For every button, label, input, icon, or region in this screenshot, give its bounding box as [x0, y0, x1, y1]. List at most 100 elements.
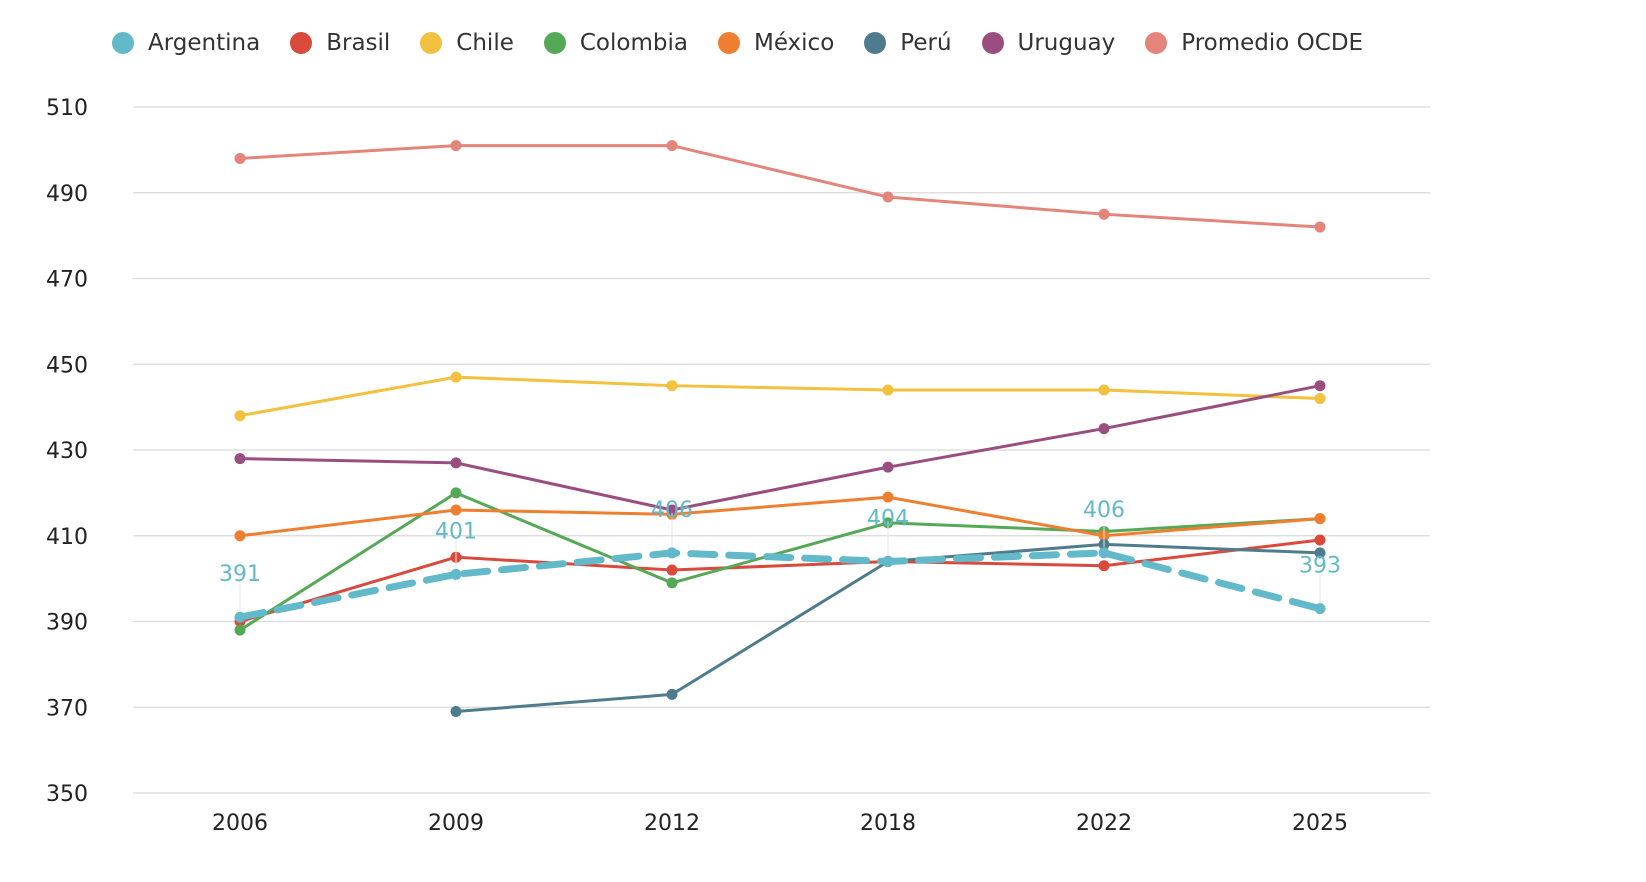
series-line — [238, 375, 1322, 418]
data-point[interactable] — [666, 504, 678, 516]
legend-label: México — [753, 30, 835, 56]
legend-item-per[interactable]: Perú — [864, 30, 952, 56]
y-tick-label: 450 — [46, 353, 88, 378]
data-point[interactable] — [450, 706, 462, 718]
data-point[interactable] — [1314, 393, 1326, 405]
data-point[interactable] — [450, 504, 462, 516]
legend-item-chile[interactable]: Chile — [420, 30, 514, 56]
x-axis-ticks: 2006 2009 2012 2018 2022 2025 — [212, 811, 1348, 836]
y-axis-ticks: 350 370 390 410 430 450 470 490 510 — [46, 96, 88, 807]
data-point[interactable] — [1314, 513, 1326, 525]
data-point[interactable] — [666, 688, 678, 700]
legend-item-uruguay[interactable]: Uruguay — [981, 30, 1116, 56]
data-point[interactable] — [450, 568, 462, 580]
x-tick-label: 2018 — [860, 811, 916, 836]
data-label: 391 — [219, 562, 261, 587]
data-label: 393 — [1299, 554, 1341, 579]
legend-label: Brasil — [326, 30, 391, 56]
gridlines — [133, 106, 1430, 794]
data-label: 406 — [1083, 498, 1125, 523]
data-point[interactable] — [450, 457, 462, 469]
legend-marker — [864, 32, 887, 54]
data-point[interactable] — [882, 191, 894, 203]
data-point[interactable] — [450, 371, 462, 383]
series-chile — [234, 371, 1326, 422]
legend-item-argentina[interactable]: Argentina — [112, 30, 260, 56]
series-brasil — [234, 534, 1326, 627]
data-label: 404 — [867, 506, 909, 531]
legend-item-brasil[interactable]: Brasil — [290, 30, 390, 56]
data-point[interactable] — [1314, 380, 1326, 392]
legend-label: Argentina — [148, 30, 261, 56]
y-tick-label: 350 — [46, 782, 88, 807]
legend-marker — [290, 32, 313, 54]
data-point[interactable] — [666, 564, 678, 576]
y-tick-label: 390 — [46, 611, 88, 636]
data-point[interactable] — [882, 384, 894, 396]
series-line — [236, 549, 1324, 621]
legend-item-m-xico[interactable]: México — [717, 30, 835, 56]
series-line — [238, 538, 1322, 623]
series-colombia — [234, 487, 1326, 636]
data-point[interactable] — [1314, 221, 1326, 233]
y-tick-label: 510 — [46, 96, 88, 121]
legend-item-promedio-ocde[interactable]: Promedio OCDE — [1145, 30, 1363, 56]
x-tick-label: 2025 — [1292, 811, 1348, 836]
series-line — [238, 384, 1322, 512]
data-point[interactable] — [1098, 208, 1110, 220]
series-line — [238, 495, 1322, 538]
data-point[interactable] — [234, 624, 246, 636]
legend-item-colombia[interactable]: Colombia — [543, 30, 688, 56]
data-point[interactable] — [234, 152, 246, 164]
legend-marker — [717, 32, 740, 54]
legend-label: Colombia — [579, 30, 688, 56]
data-point[interactable] — [450, 487, 462, 499]
data-point[interactable] — [1314, 603, 1326, 615]
legend-label: Perú — [900, 30, 952, 56]
series-line — [238, 144, 1322, 229]
legend-marker — [1145, 32, 1168, 54]
data-point[interactable] — [234, 611, 246, 623]
legend-marker — [543, 32, 566, 54]
data-point[interactable] — [882, 555, 894, 567]
data-point[interactable] — [882, 491, 894, 503]
data-point[interactable] — [234, 453, 246, 465]
x-tick-label: 2022 — [1076, 811, 1132, 836]
data-point[interactable] — [1098, 384, 1110, 396]
legend-marker — [112, 32, 134, 54]
data-label: 401 — [435, 519, 477, 544]
legend-marker — [420, 32, 443, 54]
series-promedio-ocde — [234, 140, 1326, 233]
legend-marker — [981, 32, 1004, 54]
data-point[interactable] — [1314, 534, 1326, 546]
series-line — [454, 542, 1322, 714]
series-m-xico — [234, 491, 1326, 542]
legend: Argentina Brasil Chile Colombia México Perú Ur… — [112, 30, 1393, 56]
y-tick-label: 430 — [46, 439, 88, 464]
x-tick-label: 2009 — [428, 811, 484, 836]
data-point[interactable] — [450, 140, 462, 152]
legend-label: Uruguay — [1017, 30, 1116, 56]
data-point[interactable] — [882, 461, 894, 473]
x-tick-label: 2006 — [212, 811, 268, 836]
x-tick-label: 2012 — [644, 811, 700, 836]
y-tick-label: 490 — [46, 182, 88, 207]
data-point[interactable] — [1098, 560, 1110, 572]
data-point[interactable] — [1098, 423, 1110, 435]
series-uruguay — [234, 380, 1326, 516]
data-point[interactable] — [666, 547, 678, 559]
data-point[interactable] — [666, 140, 678, 152]
legend-label: Promedio OCDE — [1181, 30, 1364, 56]
data-point[interactable] — [234, 530, 246, 542]
data-label: 406 — [651, 498, 693, 523]
y-tick-label: 370 — [46, 696, 88, 721]
data-point[interactable] — [234, 410, 246, 422]
data-point[interactable] — [666, 577, 678, 589]
data-point[interactable] — [1314, 547, 1326, 559]
data-point[interactable] — [666, 380, 678, 392]
legend-label: Chile — [456, 30, 514, 56]
data-point[interactable] — [1098, 547, 1110, 559]
y-tick-label: 470 — [46, 268, 88, 293]
